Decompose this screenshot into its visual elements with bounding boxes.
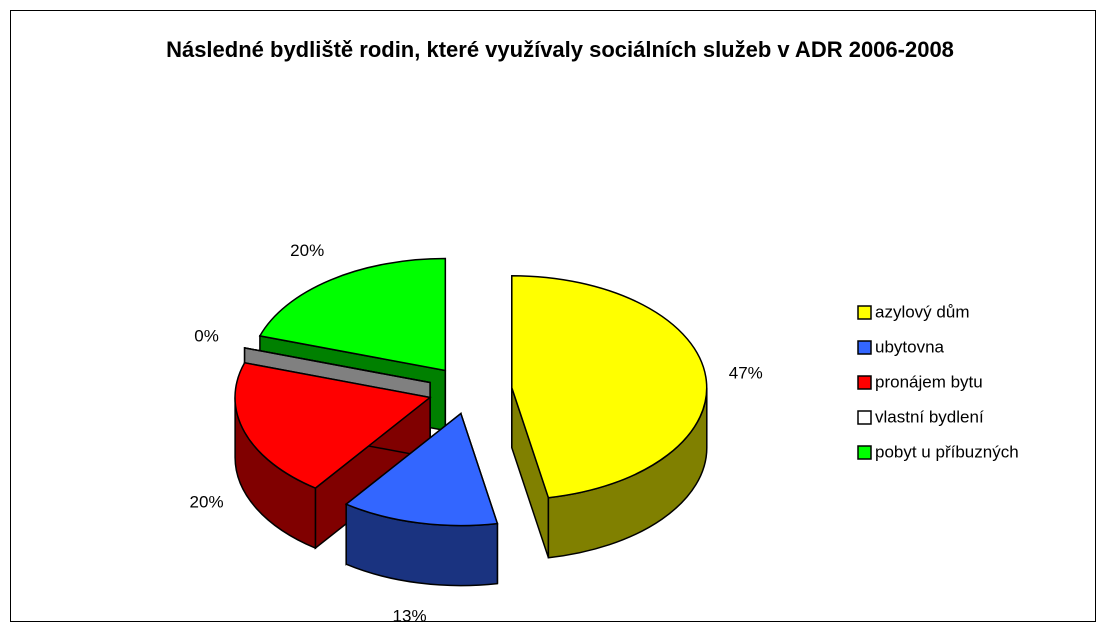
legend-swatch: [857, 445, 872, 460]
legend-label: ubytovna: [875, 337, 945, 356]
slice: [511, 274, 708, 499]
legend-swatch: [857, 305, 872, 320]
chart-title: Následné bydliště rodin, které využívaly…: [166, 37, 954, 62]
data-label: 47%: [729, 363, 763, 382]
legend-swatch: [857, 340, 872, 355]
data-label: 20%: [290, 241, 324, 260]
legend-label: pronájem bytu: [875, 372, 983, 391]
pie: 47% 13% 20% 0% 20%: [190, 241, 763, 625]
legend-swatch: [857, 410, 872, 425]
slice: [344, 412, 499, 527]
data-label: 0%: [194, 327, 219, 346]
slice: [234, 361, 432, 489]
data-label: 20%: [190, 492, 224, 511]
legend-label: pobyt u příbuzných: [875, 442, 1019, 461]
legend-label: vlastní bydlení: [875, 407, 984, 426]
legend-label: azylový dům: [875, 302, 969, 321]
slice: [258, 257, 447, 372]
legend: azylový dům ubytovna pronájem bytu vlastní …: [857, 302, 1019, 461]
slice: [244, 347, 431, 384]
legend-swatch: [857, 375, 872, 390]
data-label: 13%: [393, 606, 427, 625]
